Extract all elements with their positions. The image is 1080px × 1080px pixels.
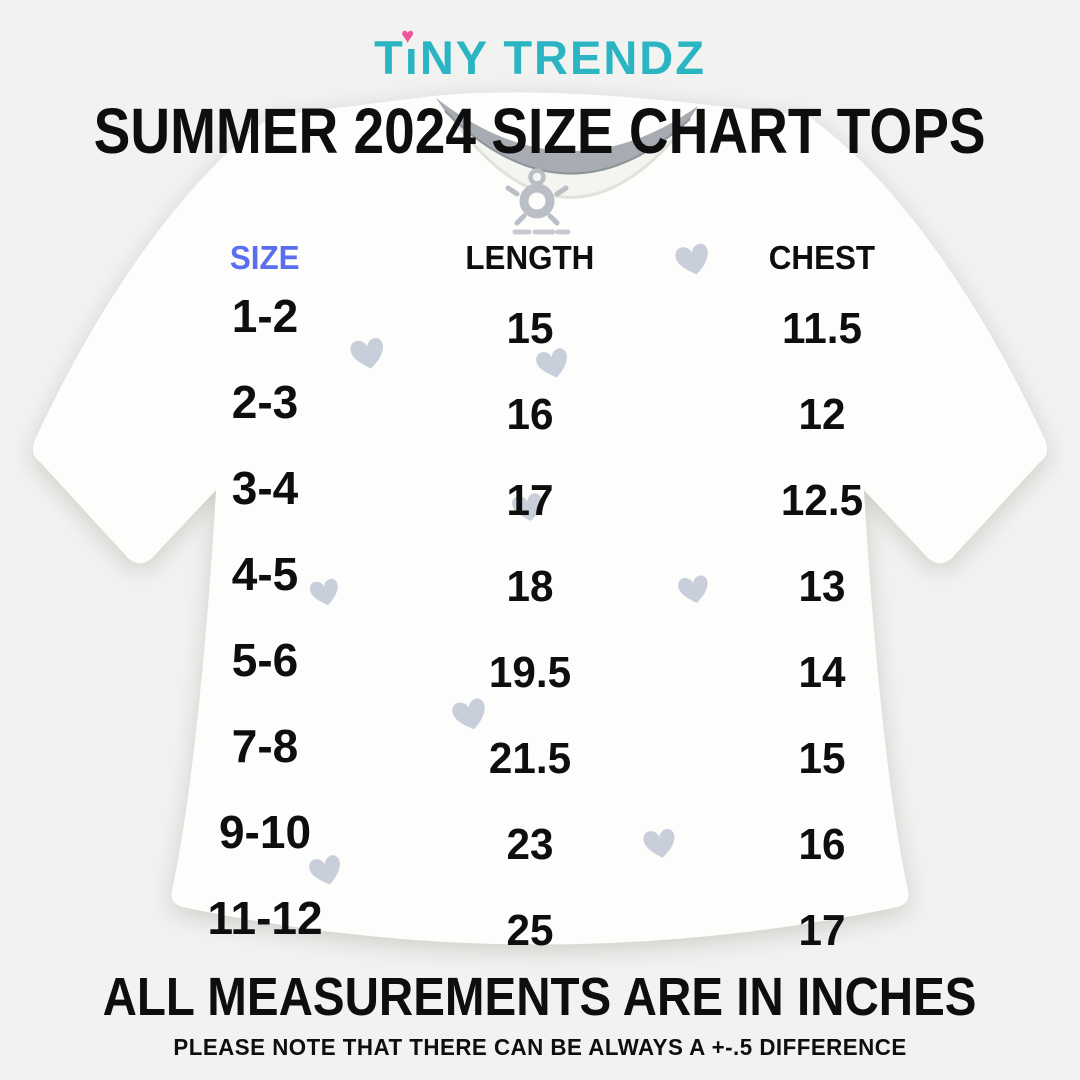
column-header-chest: CHEST xyxy=(768,239,876,276)
length-cell: 21.5 xyxy=(488,734,572,783)
footer-note-secondary: PLEASE NOTE THAT THERE CAN BE ALWAYS A +… xyxy=(173,1034,907,1060)
size-cell: 11-12 xyxy=(207,892,323,944)
collar xyxy=(436,98,698,175)
logo-heart-icon: ♥ xyxy=(401,23,417,48)
length-cell: 15 xyxy=(506,304,554,353)
chest-cell: 16 xyxy=(798,820,846,869)
length-cell: 18 xyxy=(506,562,554,611)
size-cell: 1-2 xyxy=(231,290,299,342)
chest-cell: 11.5 xyxy=(782,304,862,353)
chest-cell: 15 xyxy=(798,734,846,783)
size-cell: 9-10 xyxy=(218,806,312,858)
size-cell: 7-8 xyxy=(231,720,299,772)
length-cell: 23 xyxy=(506,820,554,869)
brand-logo: TıNY TRENDZ ♥ xyxy=(0,23,1080,85)
length-cell: 19.5 xyxy=(488,648,572,697)
neckline-seam xyxy=(450,117,686,199)
chest-cell: 14 xyxy=(798,648,846,697)
chest-cell: 13 xyxy=(798,562,846,611)
inner-neckline xyxy=(445,111,690,198)
turtle-logo-icon xyxy=(505,168,571,235)
size-cell: 4-5 xyxy=(231,548,299,600)
length-cell: 17 xyxy=(506,476,554,525)
chest-cell: 12.5 xyxy=(780,476,864,525)
brand-logo-text: TıNY TRENDZ xyxy=(374,31,706,84)
length-cell: 16 xyxy=(506,390,554,439)
size-cell: 3-4 xyxy=(231,462,299,514)
column-header-size: SIZE xyxy=(230,239,300,276)
chest-cell: 12 xyxy=(798,390,846,439)
footer-note-primary: ALL MEASUREMENTS ARE IN INCHES xyxy=(103,967,977,1027)
column-header-length: LENGTH xyxy=(465,239,595,276)
tshirt-body xyxy=(32,92,1048,945)
page-title: SUMMER 2024 SIZE CHART TOPS xyxy=(93,95,987,167)
chest-cell: 17 xyxy=(798,906,846,955)
length-cell: 25 xyxy=(506,906,554,955)
size-cell: 5-6 xyxy=(231,634,299,686)
size-chart-table: SIZE LENGTH CHEST 1-2 15 11.5 2-3 16 12 … xyxy=(125,230,989,974)
size-cell: 2-3 xyxy=(231,376,299,428)
